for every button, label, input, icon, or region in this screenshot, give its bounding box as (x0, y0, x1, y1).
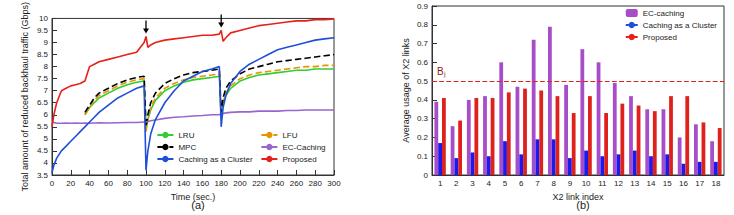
svg-text:Caching as a Cluster: Caching as a Cluster (643, 21, 718, 30)
svg-text:220: 220 (252, 179, 266, 188)
svg-text:1: 1 (438, 179, 443, 188)
svg-text:Proposed: Proposed (282, 155, 316, 164)
svg-text:(b): (b) (576, 199, 589, 211)
svg-text:0.6: 0.6 (417, 58, 429, 67)
svg-text:40: 40 (85, 179, 94, 188)
svg-text:0.7: 0.7 (417, 39, 429, 48)
svg-text:5: 5 (44, 134, 49, 143)
svg-text:200: 200 (233, 179, 247, 188)
svg-text:6.5: 6.5 (37, 98, 49, 107)
svg-text:5.5: 5.5 (37, 122, 49, 131)
svg-text:0.2: 0.2 (417, 133, 429, 142)
svg-text:18: 18 (711, 179, 720, 188)
svg-text:3.5: 3.5 (37, 171, 49, 180)
svg-text:60: 60 (104, 179, 113, 188)
svg-text:MPC: MPC (178, 143, 196, 152)
svg-text:10: 10 (39, 14, 48, 23)
svg-text:0: 0 (50, 179, 55, 188)
svg-text:LFU: LFU (282, 131, 297, 140)
svg-text:4: 4 (44, 158, 49, 167)
svg-text:9: 9 (568, 179, 573, 188)
svg-text:7: 7 (535, 179, 540, 188)
svg-text:0.4: 0.4 (417, 95, 429, 104)
svg-text:8.5: 8.5 (37, 50, 49, 59)
svg-text:240: 240 (271, 179, 285, 188)
svg-text:Time (sec.): Time (sec.) (170, 191, 216, 202)
svg-text:X2 link index: X2 link index (552, 191, 604, 202)
svg-text:Average usage of X2 links: Average usage of X2 links (401, 38, 411, 143)
svg-text:EC-Caching: EC-Caching (282, 143, 325, 152)
svg-text:16: 16 (679, 179, 688, 188)
svg-text:8: 8 (551, 179, 556, 188)
svg-text:7.5: 7.5 (37, 74, 49, 83)
svg-text:0.8: 0.8 (417, 20, 429, 29)
svg-text:20: 20 (66, 179, 75, 188)
svg-text:Bⱼ: Bⱼ (437, 66, 446, 78)
svg-text:180: 180 (215, 179, 229, 188)
svg-text:2: 2 (454, 179, 459, 188)
svg-text:3: 3 (470, 179, 475, 188)
svg-text:260: 260 (290, 179, 304, 188)
svg-text:80: 80 (123, 179, 132, 188)
svg-text:4: 4 (487, 179, 492, 188)
svg-text:14: 14 (647, 179, 656, 188)
svg-text:0.3: 0.3 (417, 114, 429, 123)
svg-text:Proposed: Proposed (643, 33, 677, 42)
svg-text:15: 15 (663, 179, 672, 188)
svg-text:0.1: 0.1 (417, 152, 429, 161)
svg-text:17: 17 (695, 179, 704, 188)
svg-text:7: 7 (44, 86, 49, 95)
svg-text:100: 100 (139, 179, 153, 188)
svg-text:9.5: 9.5 (37, 26, 49, 35)
svg-text:140: 140 (177, 179, 191, 188)
svg-text:13: 13 (630, 179, 639, 188)
svg-text:4.5: 4.5 (37, 146, 49, 155)
svg-text:10: 10 (582, 179, 591, 188)
svg-text:6: 6 (44, 110, 49, 119)
svg-text:5: 5 (503, 179, 508, 188)
svg-text:6: 6 (519, 179, 524, 188)
svg-text:0.5: 0.5 (417, 77, 429, 86)
svg-text:280: 280 (309, 179, 323, 188)
svg-text:0: 0 (424, 171, 429, 180)
svg-text:(a): (a) (191, 199, 204, 211)
svg-text:8: 8 (44, 62, 49, 71)
svg-text:9: 9 (44, 38, 49, 47)
svg-text:160: 160 (196, 179, 210, 188)
svg-text:LRU: LRU (178, 131, 194, 140)
svg-text:EC-caching: EC-caching (643, 9, 684, 18)
svg-text:11: 11 (598, 179, 607, 188)
svg-text:12: 12 (614, 179, 623, 188)
svg-text:Caching as a Cluster: Caching as a Cluster (178, 155, 253, 164)
svg-text:300: 300 (327, 179, 341, 188)
svg-text:0.9: 0.9 (417, 2, 429, 11)
svg-text:Total amount of reduced backha: Total amount of reduced backhaul traffic… (20, 2, 30, 191)
svg-text:120: 120 (158, 179, 172, 188)
